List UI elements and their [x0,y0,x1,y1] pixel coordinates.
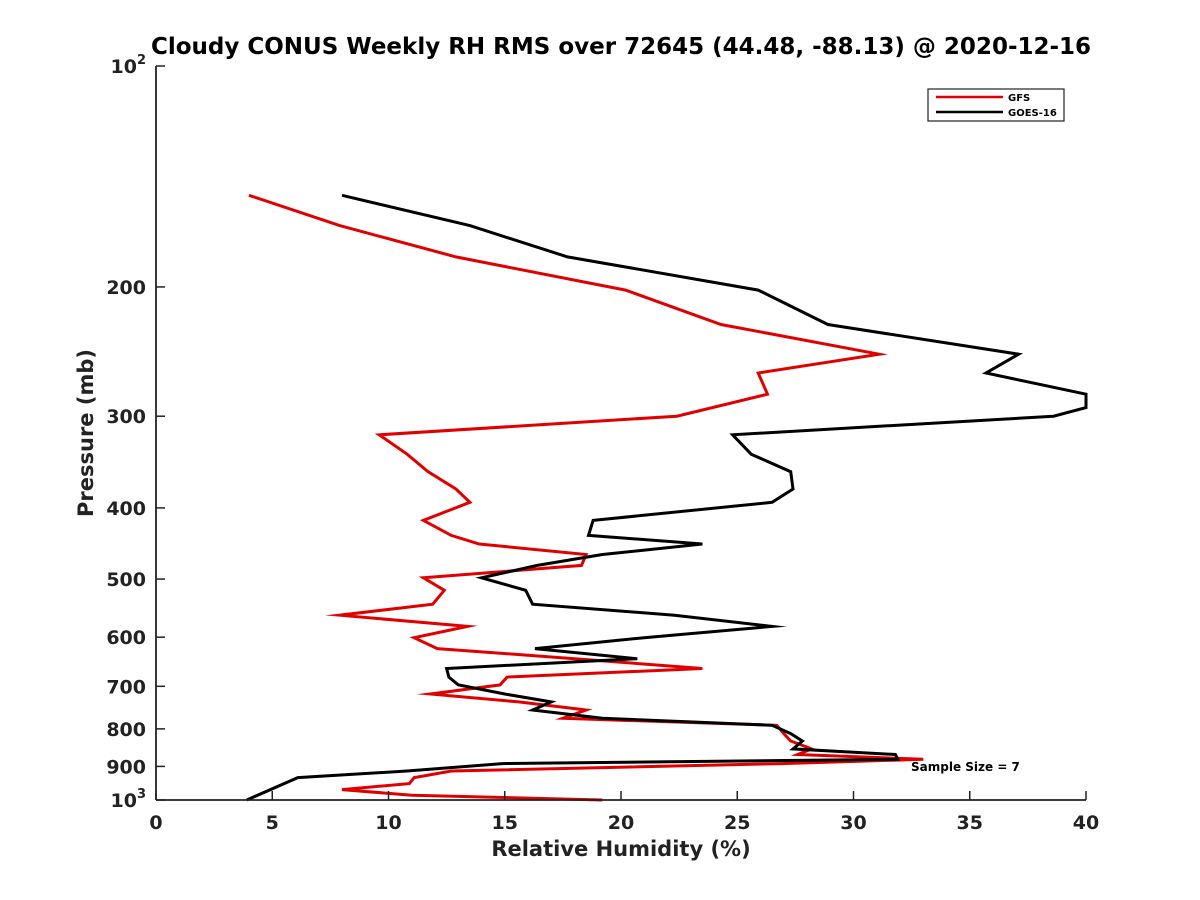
chart-title: Cloudy CONUS Weekly RH RMS over 72645 (4… [151,34,1091,60]
x-tick-label: 15 [492,812,518,834]
legend-label-gfs: GFS [1008,93,1030,104]
y-ticks: 102 200 300 400 500 600 700 800 900 103 [106,53,165,812]
legend-box [927,88,1065,122]
legend-label-goes16: GOES-16 [1008,108,1057,119]
y-tick-label: 400 [106,498,146,520]
x-tick-label: 40 [1073,812,1099,834]
y-tick-label: 103 [111,787,147,812]
x-tick-label: 0 [149,812,162,834]
x-tick-label: 20 [608,812,634,834]
y-tick-label: 900 [106,756,146,778]
x-tick-label: 25 [724,812,750,834]
y-tick-label: 600 [106,627,146,649]
y-tick-label: 700 [106,676,146,698]
x-tick-label: 30 [840,812,866,834]
x-tick-label: 35 [957,812,983,834]
y-tick-label: 102 [111,53,147,78]
y-tick-label: 500 [106,569,146,591]
series-layer [246,193,1088,802]
legend: GFS GOES-16 [927,88,1065,122]
plot-area: 0 5 10 15 20 25 30 35 40 102 200 300 400 500 600 700 80… [106,53,1099,834]
x-axis-label: Relative Humidity (%) [491,837,750,861]
x-tick-label: 10 [375,812,401,834]
series-line-goes16 [246,193,1088,802]
series-line-gfs [248,193,924,802]
y-axis-label: Pressure (mb) [74,349,98,517]
y-tick-label: 200 [106,277,146,299]
y-tick-label: 800 [106,719,146,741]
y-tick-label: 300 [106,406,146,428]
x-tick-label: 5 [266,812,279,834]
sample-size-annotation: Sample Size = 7 [911,760,1020,774]
x-ticks: 0 5 10 15 20 25 30 35 40 [149,791,1099,834]
